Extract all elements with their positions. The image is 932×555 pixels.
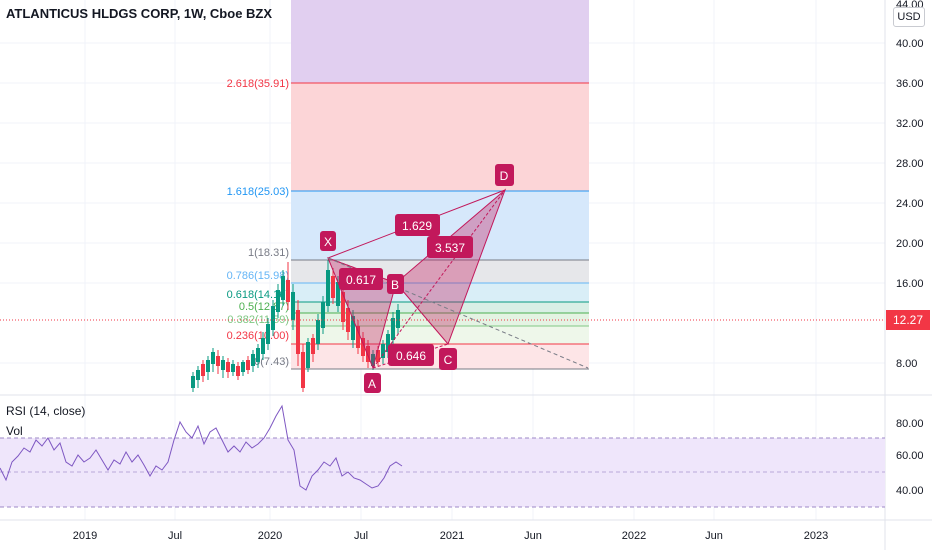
price-tick: 16.00: [896, 278, 924, 290]
currency-button[interactable]: USD: [893, 7, 925, 27]
rsi-indicator-label[interactable]: RSI (14, close): [6, 404, 86, 418]
fib-label-1: 1(18.31): [248, 247, 289, 259]
ratio-xad: 1.629: [402, 219, 432, 233]
point-b-label: B: [391, 278, 399, 292]
fib-label-05: 0.5(12.87): [239, 301, 289, 313]
rsi-pane: [0, 404, 885, 508]
point-c-label: C: [444, 353, 453, 367]
time-tick: Jul: [168, 530, 182, 542]
price-tick: 8.00: [896, 358, 917, 370]
price-tick: 20.00: [896, 238, 924, 250]
current-price-tag: 12.27: [886, 310, 930, 330]
price-tick: 44.00: [896, 0, 924, 11]
pattern-point-labels: X A B C D: [320, 164, 514, 393]
time-tick: Jun: [524, 530, 542, 542]
price-tick: 32.00: [896, 118, 924, 130]
ratio-abc: 0.646: [396, 349, 426, 363]
volume-indicator-label[interactable]: Vol: [6, 424, 23, 438]
price-tick: 36.00: [896, 78, 924, 90]
time-tick: 2022: [622, 530, 646, 542]
time-axis-ticks: 2019 Jul 2020 Jul 2021 Jun 2022 Jun 2023: [73, 530, 828, 542]
fib-label-2618: 2.618(35.91): [227, 78, 289, 90]
fib-label-0786: 0.786(15.98): [227, 270, 289, 282]
rsi-axis-ticks: 80.00 60.00 40.00: [896, 418, 924, 497]
rsi-tick: 60.00: [896, 450, 924, 462]
point-d-label: D: [500, 169, 509, 183]
ratio-bcd: 3.537: [435, 241, 465, 255]
pattern-ratio-labels: 0.617 0.646 1.629 3.537: [339, 214, 473, 366]
rsi-tick: 40.00: [896, 485, 924, 497]
price-axis-ticks: 44.00 40.00 36.00 32.00 28.00 24.00 20.0…: [896, 0, 924, 370]
rsi-line: [0, 404, 403, 491]
fib-label-0236: 0.236(10.00): [227, 330, 289, 342]
time-tick: 2021: [440, 530, 464, 542]
fib-label-0618: 0.618(14.16): [227, 289, 289, 301]
time-tick: Jul: [354, 530, 368, 542]
fib-label-1618: 1.618(25.03): [227, 186, 289, 198]
ratio-xab: 0.617: [346, 273, 376, 287]
point-a-label: A: [368, 377, 376, 391]
time-tick: 2023: [804, 530, 828, 542]
point-x-label: X: [324, 235, 332, 249]
fibonacci-labels: 2.618(35.91) 1.618(25.03) 1(18.31) 0.786…: [227, 78, 289, 368]
time-tick: 2020: [258, 530, 282, 542]
price-tick: 40.00: [896, 38, 924, 50]
price-tick: 28.00: [896, 158, 924, 170]
rsi-tick: 80.00: [896, 418, 924, 430]
chart-title: ATLANTICUS HLDGS CORP, 1W, Cboe BZX: [6, 6, 273, 21]
price-tick: 24.00: [896, 198, 924, 210]
time-tick: 2019: [73, 530, 97, 542]
time-tick: Jun: [705, 530, 723, 542]
